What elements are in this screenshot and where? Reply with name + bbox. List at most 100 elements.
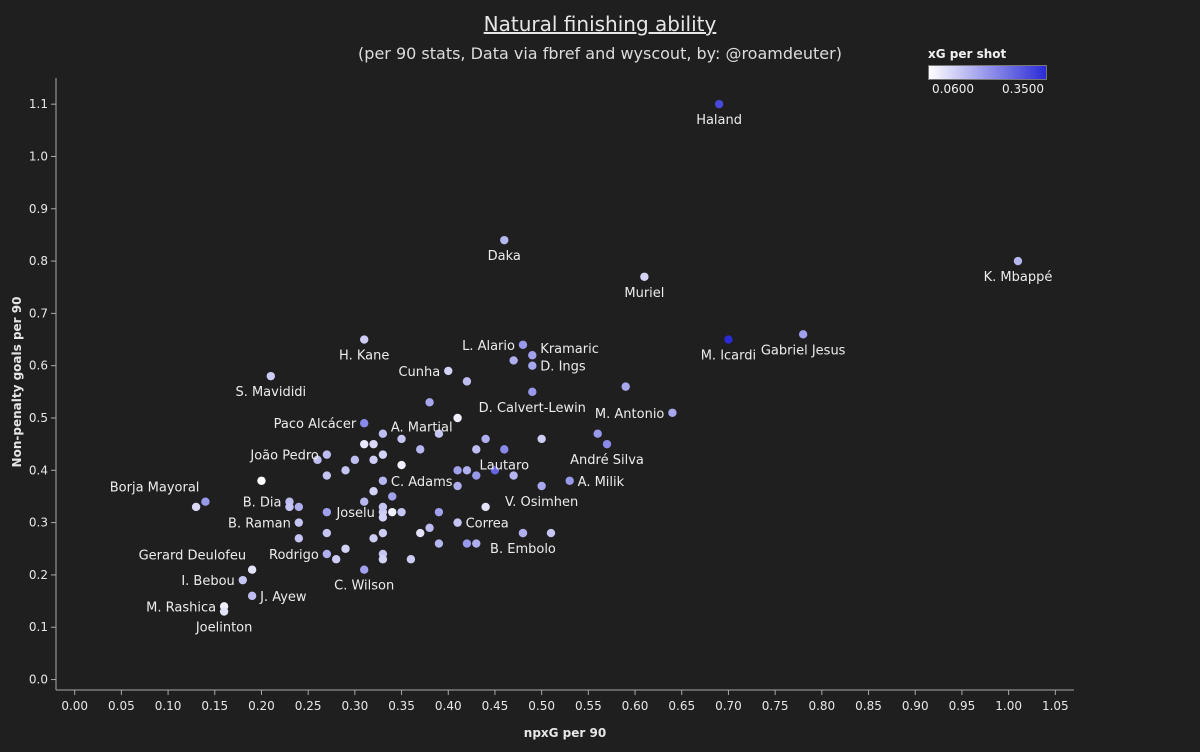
data-point <box>360 419 369 428</box>
data-point <box>378 528 388 538</box>
data-point <box>714 99 724 109</box>
data-point <box>537 434 546 444</box>
x-tick-label: 0.05 <box>108 699 135 713</box>
x-tick-label: 0.10 <box>155 699 182 713</box>
data-point <box>425 398 434 407</box>
color-legend: xG per shot 0.0600 0.3500 <box>928 47 1068 98</box>
data-point <box>453 413 462 423</box>
data-point <box>322 507 332 517</box>
point-label: D. Ings <box>540 360 586 375</box>
data-point <box>322 450 332 459</box>
data-point <box>481 434 490 444</box>
x-tick-label: 0.50 <box>528 699 555 713</box>
data-point <box>518 340 528 349</box>
x-tick-label: 0.15 <box>201 699 228 713</box>
legend-max-label: 0.3500 <box>1002 82 1044 96</box>
data-point <box>798 330 808 339</box>
data-point <box>472 445 481 454</box>
data-point <box>500 235 509 245</box>
point-labels: Haland K. Mbappé Daka Muriel M. Icardi Gabrie… <box>110 113 1053 635</box>
legend-title: xG per shot <box>928 47 1007 61</box>
data-point <box>369 487 378 496</box>
point-label: Muriel <box>624 286 664 301</box>
data-point <box>247 591 257 601</box>
data-point <box>537 481 546 491</box>
data-point <box>425 523 434 533</box>
point-label: Lautaro <box>480 458 530 473</box>
data-point <box>285 502 294 512</box>
x-tick-label: 0.75 <box>762 699 789 713</box>
points <box>191 99 1023 616</box>
y-tick-label: 0.4 <box>29 463 48 477</box>
point-label: Rodrigo <box>269 548 319 563</box>
data-point <box>341 466 350 475</box>
point-label: Haland <box>696 113 742 128</box>
point-label: Cunha <box>398 365 440 380</box>
data-point <box>518 528 528 538</box>
data-point <box>593 429 602 438</box>
data-point <box>416 528 425 538</box>
y-tick-label: 0.8 <box>29 254 48 268</box>
point-label: João Pedro <box>249 449 319 464</box>
point-label: M. Antonio <box>595 407 665 422</box>
point-label: Kramaric <box>540 342 599 357</box>
chart-subtitle: (per 90 stats, Data via fbref and wyscou… <box>358 44 842 63</box>
data-point <box>724 335 733 344</box>
point-label: Paco Alcácer <box>274 417 357 432</box>
x-tick-label: 0.30 <box>342 699 369 713</box>
data-point <box>294 534 304 543</box>
point-label: Gabriel Jesus <box>761 343 846 358</box>
data-point <box>509 356 518 365</box>
data-point <box>322 528 332 538</box>
data-point <box>266 371 276 381</box>
y-tick-label: 0.6 <box>29 359 48 373</box>
point-label: Joelinton <box>195 621 253 636</box>
x-tick-label: 0.70 <box>715 699 742 713</box>
data-point <box>453 518 462 527</box>
data-point <box>201 497 210 506</box>
data-point <box>528 387 537 397</box>
legend-labels: 0.0600 0.3500 <box>928 82 1068 98</box>
y-tick-label: 0.5 <box>29 411 48 425</box>
data-point <box>369 455 378 465</box>
y-tick-label: 0.7 <box>29 306 48 320</box>
x-tick-label: 0.55 <box>575 699 602 713</box>
y-tick-label: 1.0 <box>29 149 48 163</box>
data-point <box>472 471 481 480</box>
data-point <box>294 502 304 512</box>
data-point <box>528 351 537 360</box>
data-point <box>434 429 444 438</box>
data-point <box>397 507 406 517</box>
data-point <box>397 434 406 444</box>
data-point <box>397 460 406 470</box>
point-label: I. Bebou <box>181 574 234 589</box>
x-tick-label: 0.95 <box>949 699 976 713</box>
data-point <box>360 497 369 506</box>
data-point <box>294 518 304 527</box>
x-axis-label: npxG per 90 <box>524 726 606 740</box>
point-label: A. Martial <box>391 421 453 436</box>
y-tick-label: 0.0 <box>29 673 48 687</box>
data-point <box>500 445 509 454</box>
data-point <box>668 408 677 417</box>
point-label: C. Adams <box>391 475 453 490</box>
x-tick-label: 1.00 <box>995 699 1022 713</box>
y-tick-label: 0.3 <box>29 516 48 530</box>
data-point <box>640 272 649 281</box>
x-tick-label: 1.05 <box>1042 699 1069 713</box>
x-tick-label: 0.85 <box>855 699 882 713</box>
data-point <box>388 492 397 501</box>
data-point <box>257 476 266 485</box>
y-tick-label: 0.9 <box>29 202 48 216</box>
point-label: André Silva <box>570 453 644 468</box>
data-point <box>1013 256 1023 266</box>
data-point <box>378 555 388 564</box>
data-point <box>247 565 257 574</box>
point-label: B. Embolo <box>490 542 556 557</box>
data-point <box>369 534 378 543</box>
x-tick-label: 0.20 <box>248 699 275 713</box>
point-label: K. Mbappé <box>984 270 1053 285</box>
point-label: C. Wilson <box>334 579 394 594</box>
data-point <box>360 439 369 449</box>
